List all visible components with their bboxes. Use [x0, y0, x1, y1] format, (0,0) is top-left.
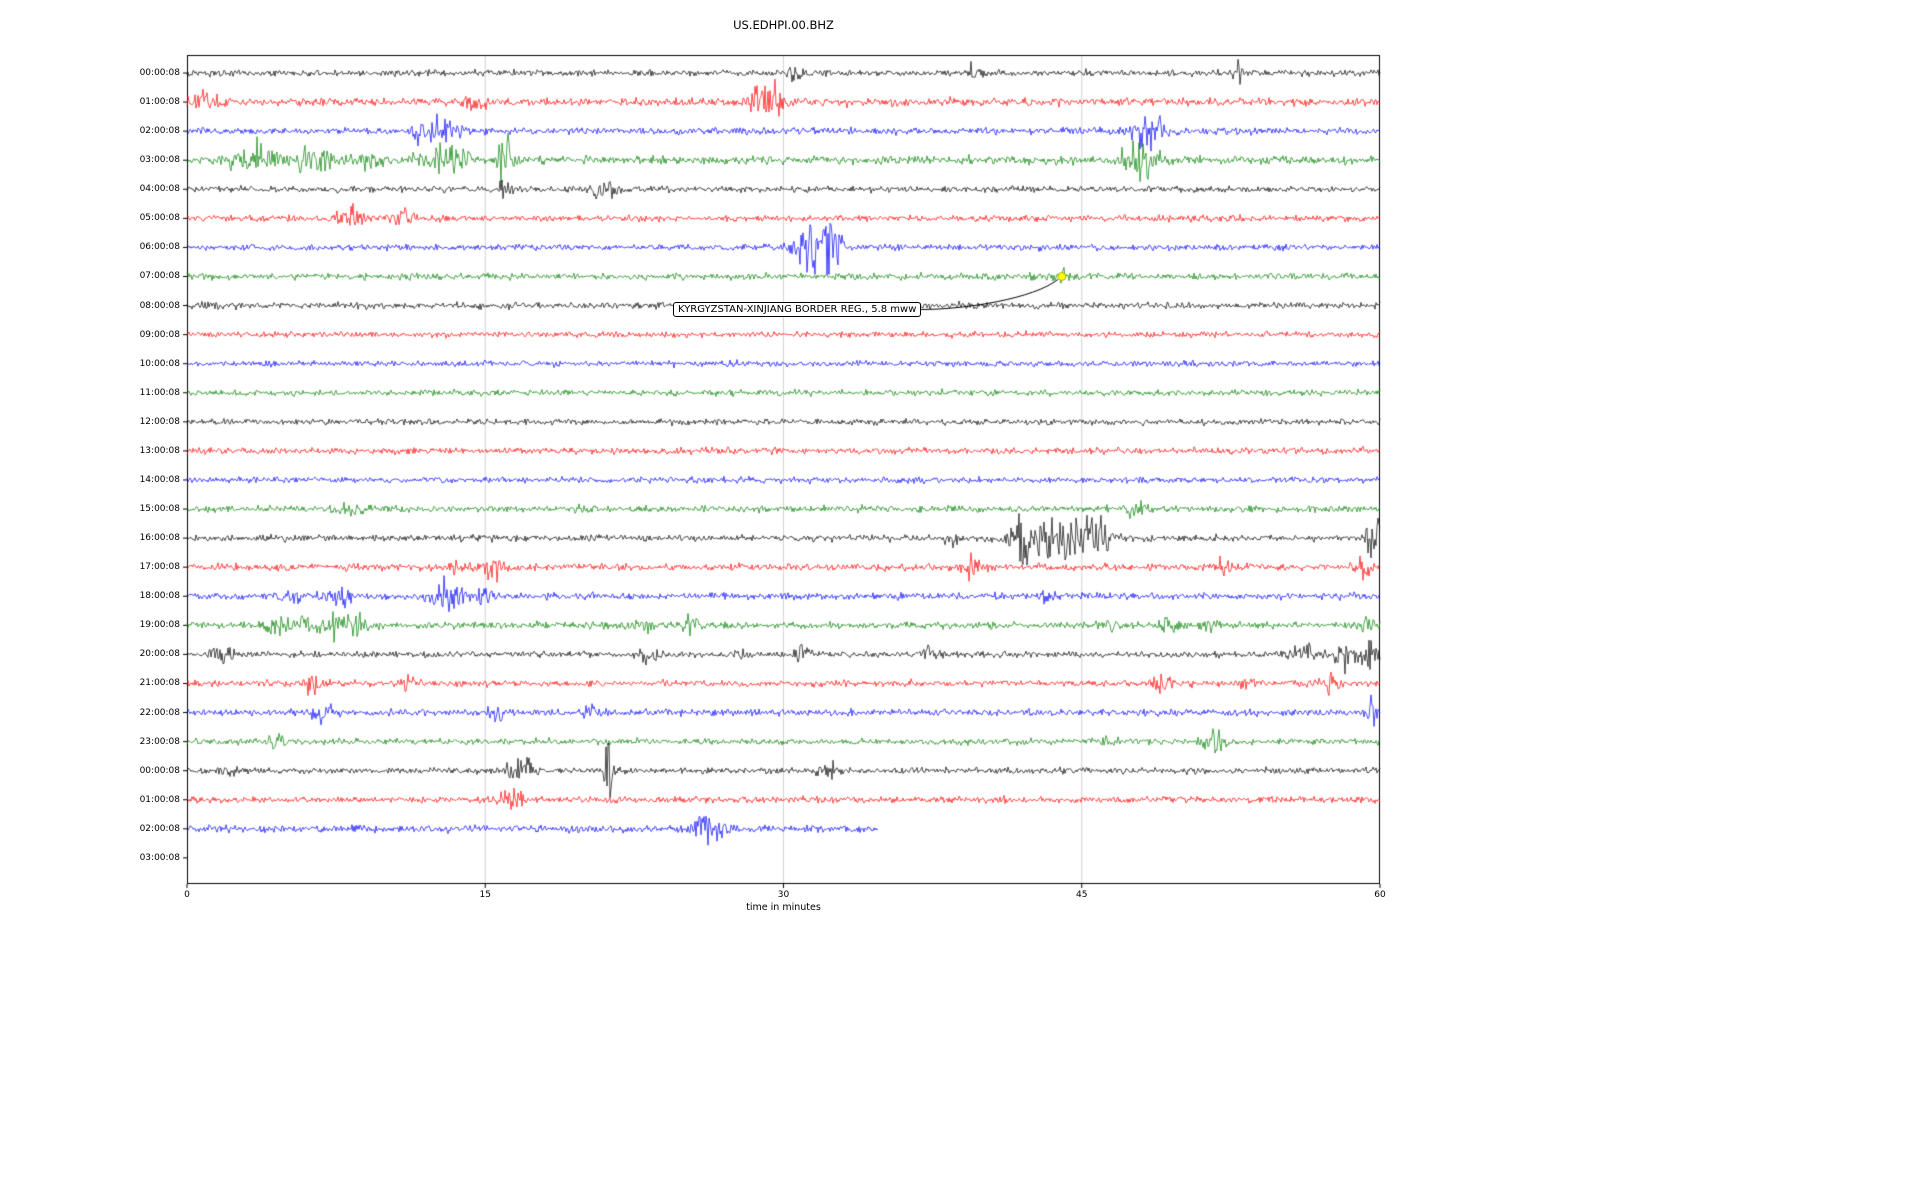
row-time-label: 10:00:08 [139, 358, 180, 369]
row-time-label: 22:00:08 [139, 707, 180, 718]
x-tick-label: 0 [184, 890, 190, 900]
row-time-label: 03:00:08 [139, 852, 180, 863]
row-time-label: 00:00:08 [139, 68, 180, 78]
row-time-label: 06:00:08 [139, 242, 180, 253]
x-tick-label: 15 [479, 890, 491, 900]
row-time-label: 08:00:08 [139, 300, 180, 311]
row-time-label: 20:00:08 [139, 649, 180, 660]
row-time-label: 11:00:08 [139, 387, 180, 398]
row-time-label: 17:00:08 [139, 562, 180, 573]
x-tick-label: 45 [1076, 890, 1088, 900]
row-time-label: 09:00:08 [139, 329, 180, 340]
x-tick-label: 30 [777, 890, 790, 900]
row-time-label: 01:00:08 [139, 794, 180, 805]
row-time-label: 02:00:08 [139, 823, 180, 834]
row-time-label: 03:00:08 [139, 155, 180, 166]
x-tick-label: 60 [1374, 890, 1386, 900]
row-time-label: 00:00:08 [139, 765, 180, 776]
x-axis-label: time in minutes [746, 902, 821, 913]
row-time-label: 12:00:08 [139, 416, 180, 427]
row-time-label: 19:00:08 [139, 620, 180, 631]
row-time-label: 23:00:08 [139, 736, 180, 747]
row-time-label: 14:00:08 [139, 474, 180, 485]
row-time-label: 04:00:08 [139, 184, 180, 195]
row-time-label: 01:00:08 [139, 97, 180, 108]
row-time-label: 16:00:08 [139, 533, 180, 544]
row-time-label: 05:00:08 [139, 213, 180, 224]
row-time-label: 15:00:08 [139, 504, 180, 515]
row-time-label: 02:00:08 [139, 126, 180, 137]
row-time-label: 13:00:08 [139, 445, 180, 456]
row-time-label: 07:00:08 [139, 271, 180, 282]
row-time-label: 18:00:08 [139, 591, 180, 602]
event-annotation-label: KYRGYZSTAN-XINJIANG BORDER REG., 5.8 mww [673, 302, 922, 318]
row-time-label: 21:00:08 [139, 678, 180, 689]
